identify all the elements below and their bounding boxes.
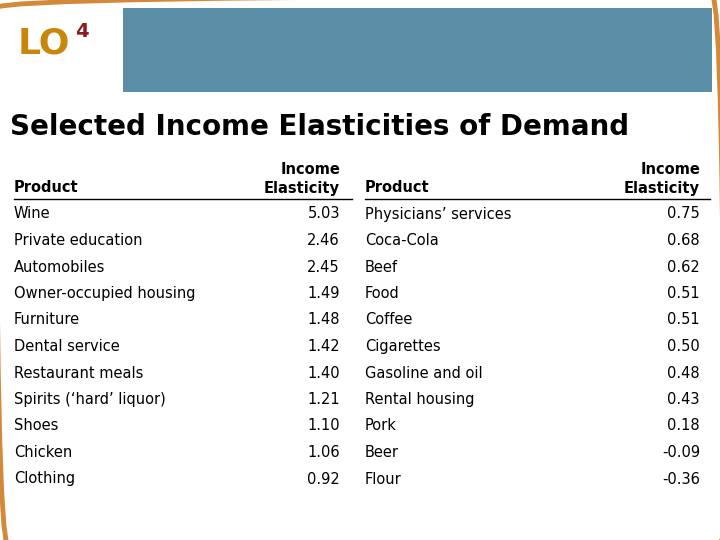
Text: Spirits (‘hard’ liquor): Spirits (‘hard’ liquor) <box>14 392 166 407</box>
Text: Private education: Private education <box>14 233 143 248</box>
Text: Income: Income <box>280 163 340 178</box>
Text: Selected Income Elasticities of Demand: Selected Income Elasticities of Demand <box>10 113 629 141</box>
Text: 4: 4 <box>75 22 89 41</box>
Text: Chicken: Chicken <box>14 445 72 460</box>
Text: 5.03: 5.03 <box>307 206 340 221</box>
Text: 1.06: 1.06 <box>307 445 340 460</box>
Text: Coffee: Coffee <box>365 313 413 327</box>
Text: Shoes: Shoes <box>14 418 58 434</box>
Text: Cigarettes: Cigarettes <box>365 339 441 354</box>
Text: Product: Product <box>365 180 430 195</box>
Text: -0.09: -0.09 <box>662 445 700 460</box>
Text: Dental service: Dental service <box>14 339 120 354</box>
Text: Owner-occupied housing: Owner-occupied housing <box>14 286 196 301</box>
Text: Restaurant meals: Restaurant meals <box>14 366 143 381</box>
Text: 0.43: 0.43 <box>667 392 700 407</box>
Text: Pork: Pork <box>365 418 397 434</box>
Text: Physicians’ services: Physicians’ services <box>365 206 511 221</box>
Text: Wine: Wine <box>14 206 50 221</box>
Text: 1.49: 1.49 <box>307 286 340 301</box>
Text: 0.75: 0.75 <box>667 206 700 221</box>
Text: 0.18: 0.18 <box>667 418 700 434</box>
Text: 0.51: 0.51 <box>667 286 700 301</box>
Text: Furniture: Furniture <box>14 313 80 327</box>
Text: Coca-Cola: Coca-Cola <box>365 233 438 248</box>
Text: 0.92: 0.92 <box>307 471 340 487</box>
Text: 1.21: 1.21 <box>307 392 340 407</box>
Text: Gasoline and oil: Gasoline and oil <box>365 366 482 381</box>
Text: Rental housing: Rental housing <box>365 392 474 407</box>
Text: Flour: Flour <box>365 471 402 487</box>
Text: 1.10: 1.10 <box>307 418 340 434</box>
Text: 1.42: 1.42 <box>307 339 340 354</box>
Text: 2.45: 2.45 <box>307 260 340 274</box>
Text: 1.48: 1.48 <box>307 313 340 327</box>
Text: LO: LO <box>18 26 71 60</box>
Text: -0.36: -0.36 <box>662 471 700 487</box>
Text: Automobiles: Automobiles <box>14 260 105 274</box>
Text: 0.62: 0.62 <box>667 260 700 274</box>
Text: Income: Income <box>640 163 700 178</box>
Text: Clothing: Clothing <box>14 471 75 487</box>
Text: 1.40: 1.40 <box>307 366 340 381</box>
Text: Beer: Beer <box>365 445 399 460</box>
Text: 2.46: 2.46 <box>307 233 340 248</box>
Bar <box>8 8 123 92</box>
Text: Beef: Beef <box>365 260 398 274</box>
Text: Elasticity: Elasticity <box>624 180 700 195</box>
Text: 0.48: 0.48 <box>667 366 700 381</box>
Text: 0.50: 0.50 <box>667 339 700 354</box>
Bar <box>8 8 712 92</box>
Text: Product: Product <box>14 180 78 195</box>
Text: Food: Food <box>365 286 400 301</box>
Text: 0.51: 0.51 <box>667 313 700 327</box>
Text: 0.68: 0.68 <box>667 233 700 248</box>
Text: Elasticity: Elasticity <box>264 180 340 195</box>
